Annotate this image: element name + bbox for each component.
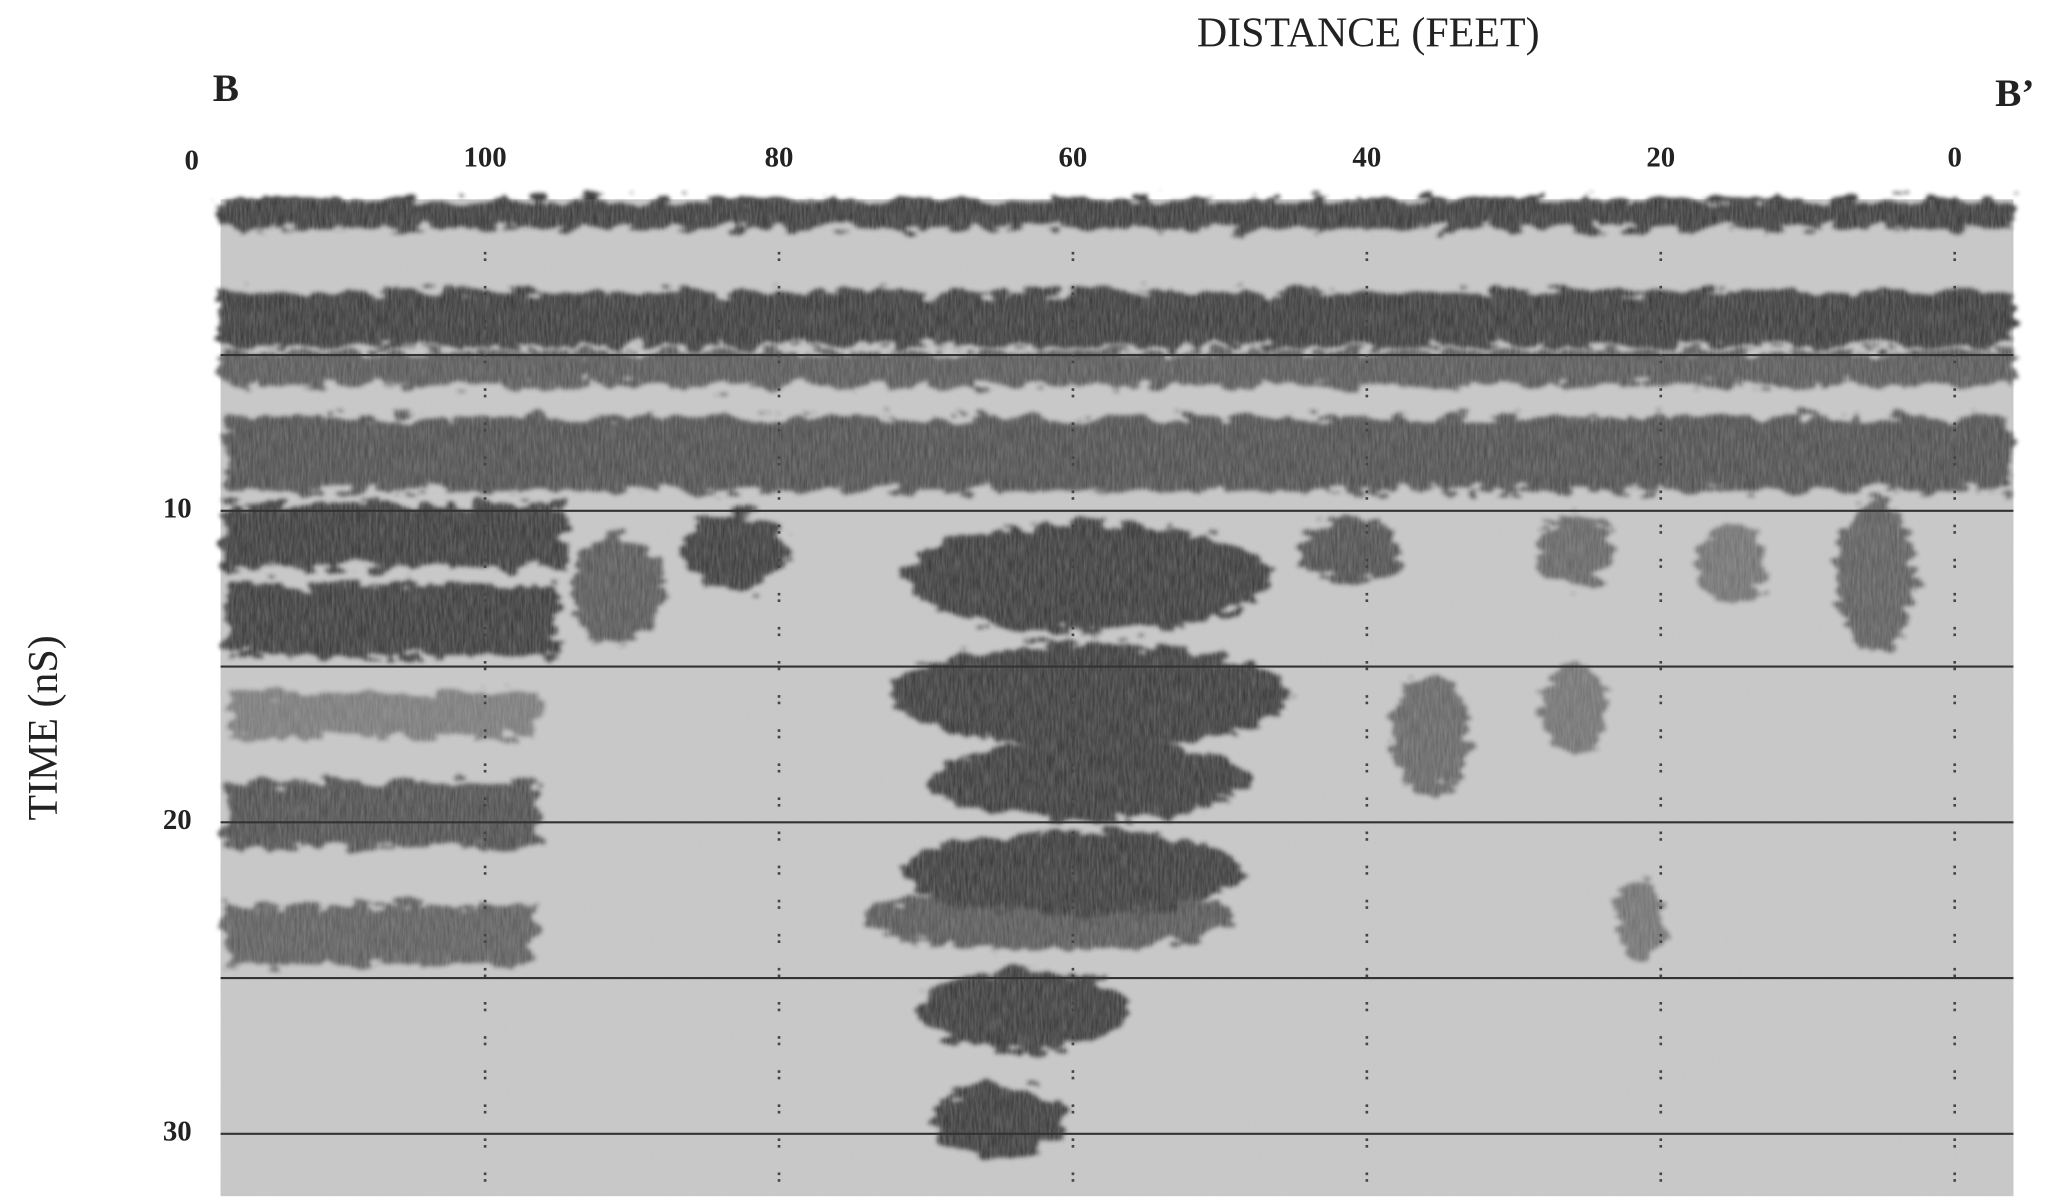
y-tick-label: 10: [163, 492, 192, 524]
x-tick-label: 80: [765, 142, 794, 174]
y-tick-label: 20: [163, 804, 192, 836]
right-end-label: B’: [1995, 71, 2034, 115]
x-tick-label: 100: [463, 142, 506, 174]
left-end-label: B: [213, 66, 239, 110]
x-tick-label: 0: [1947, 142, 1961, 174]
x-tick-label: 40: [1352, 142, 1381, 174]
radar-image: [220, 199, 2014, 1197]
x-axis-title: DISTANCE (FEET): [1197, 10, 1540, 56]
y-tick-label: 30: [163, 1115, 192, 1147]
y-axis-title: TIME (nS): [21, 635, 67, 820]
x-tick-label: 20: [1646, 142, 1675, 174]
y-tick-label: 0: [185, 144, 199, 176]
x-tick-label: 60: [1059, 142, 1088, 174]
